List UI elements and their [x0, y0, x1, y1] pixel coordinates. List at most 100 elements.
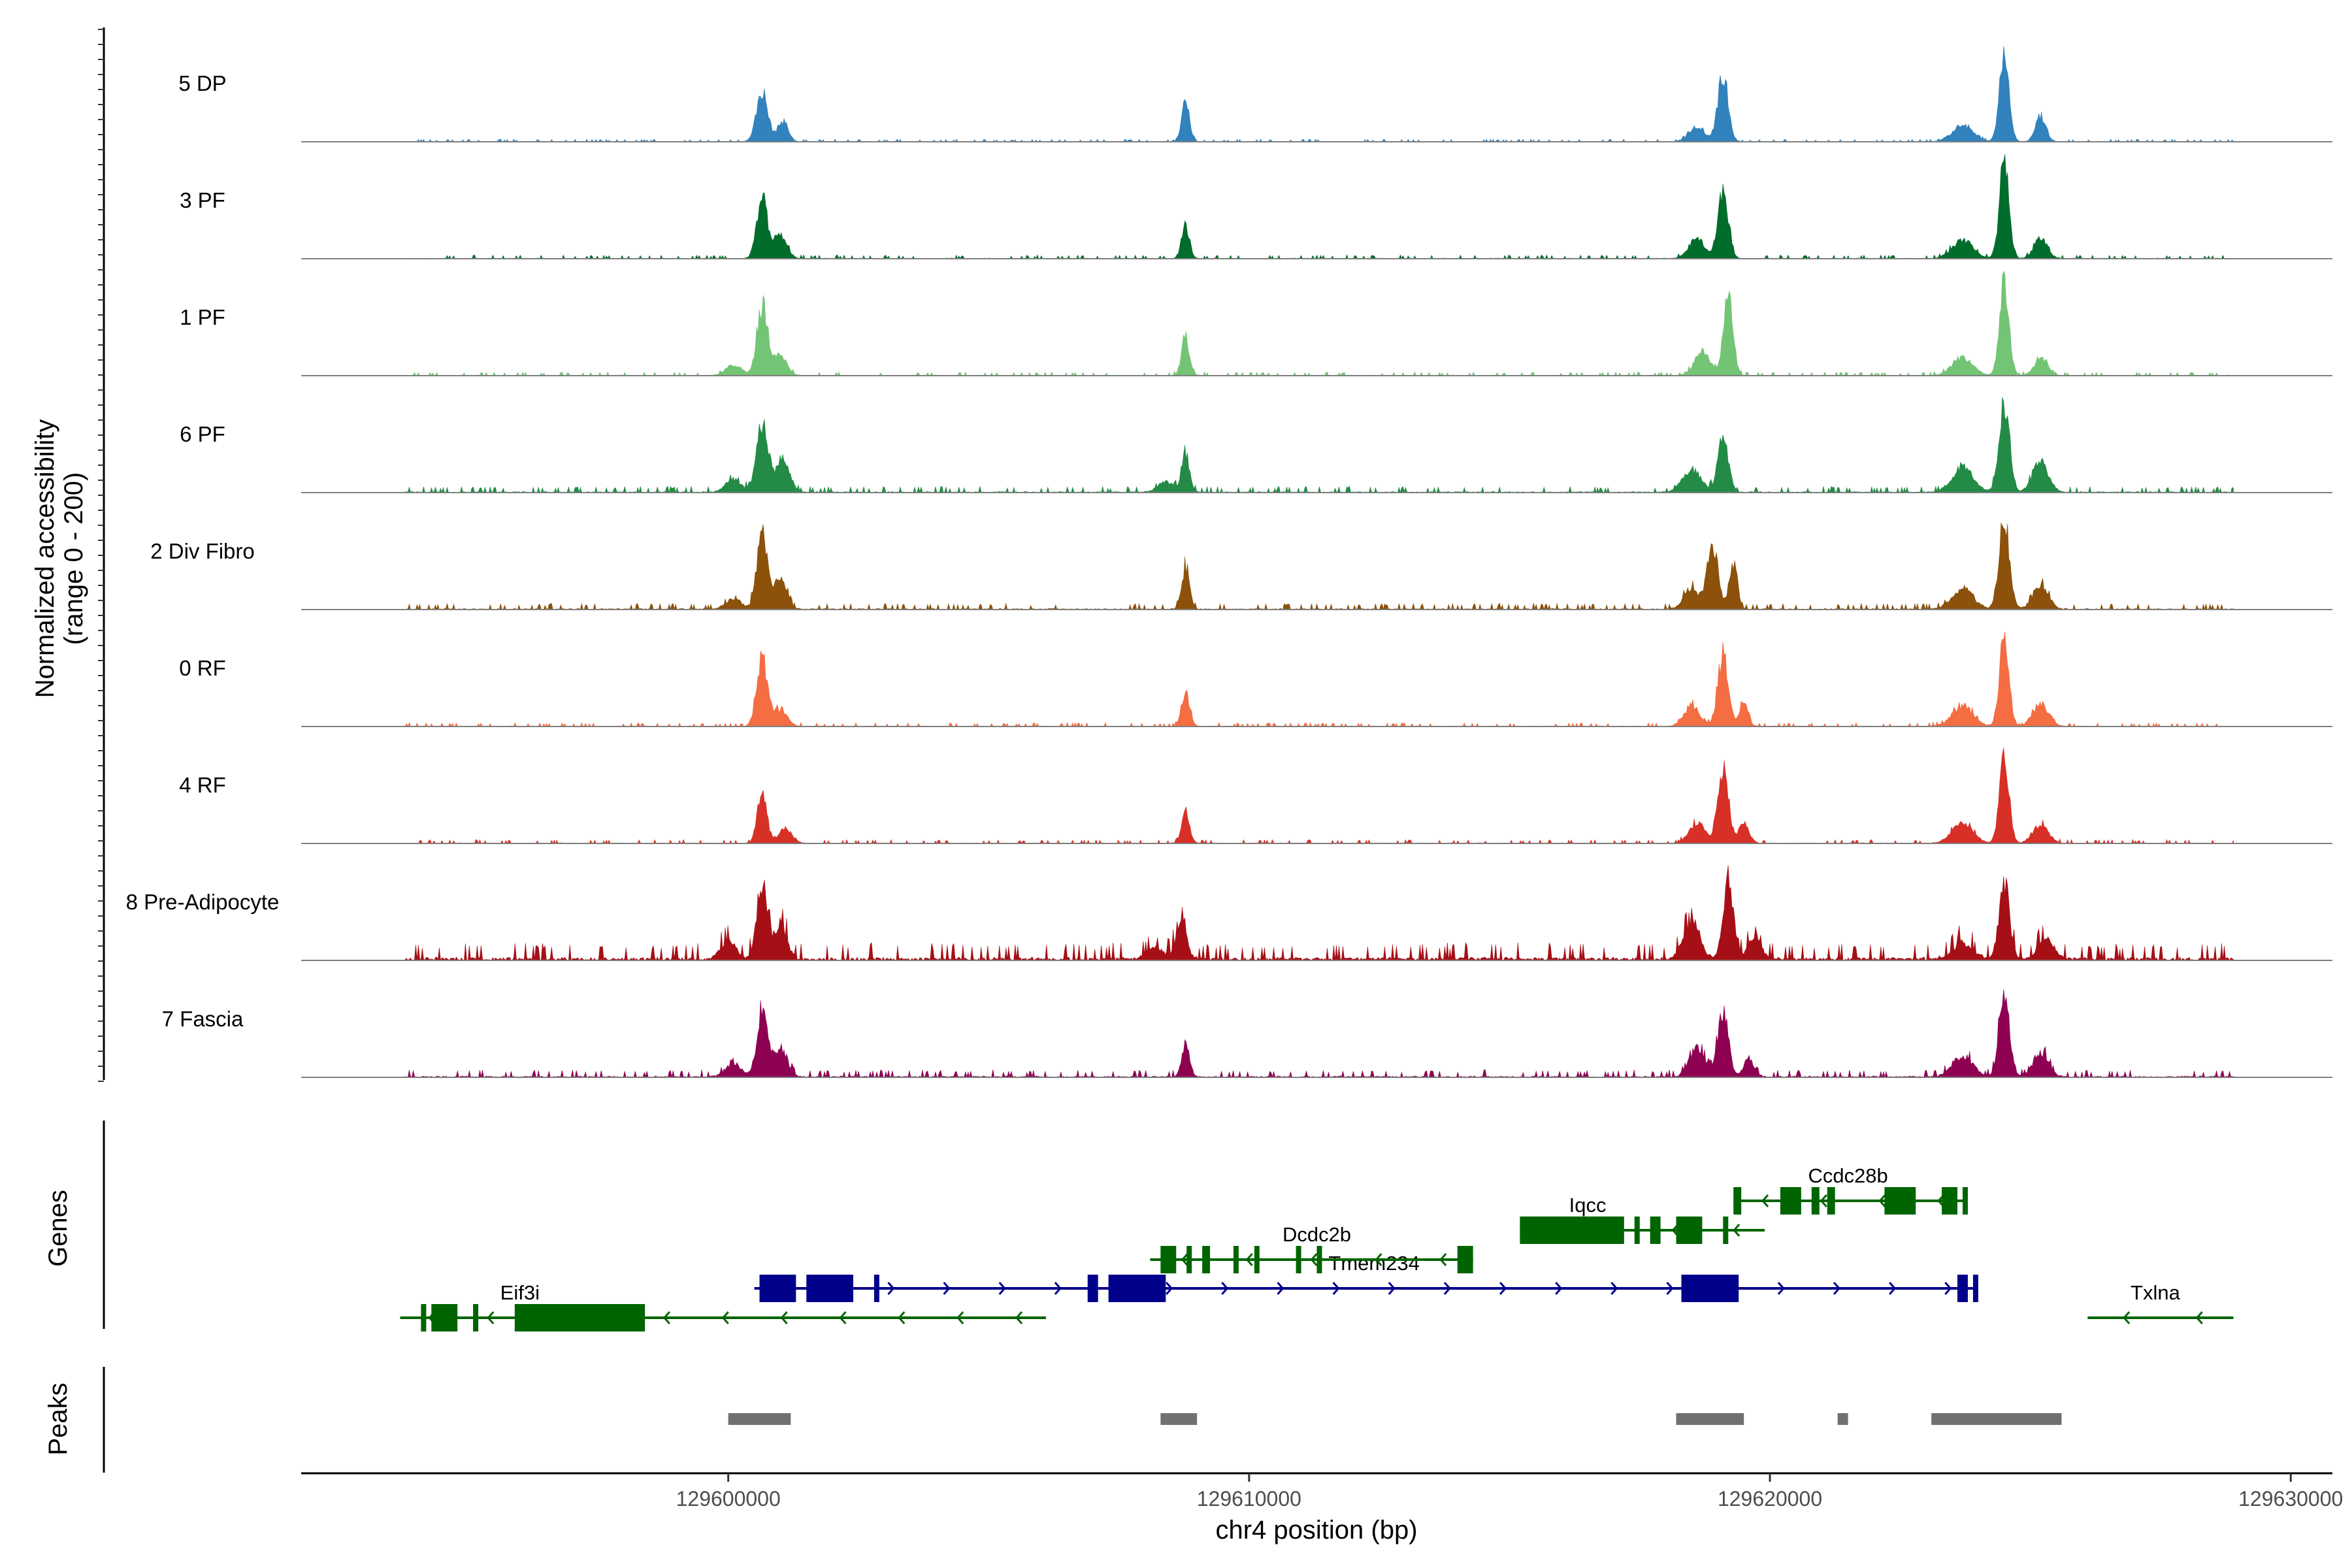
- x-axis-title: chr4 position (bp): [1215, 1516, 1417, 1544]
- track-6-pf: 6 PF: [180, 397, 2332, 493]
- strand-arrow: [943, 1282, 951, 1295]
- peak-bar: [1160, 1413, 1198, 1425]
- coverage-area: [405, 989, 2234, 1078]
- y-axis-title-line2: (range 0 - 200): [59, 472, 88, 645]
- gene-exon: [1457, 1246, 1473, 1273]
- gene-exon: [1316, 1246, 1322, 1273]
- gene-label: Ccdc28b: [1808, 1164, 1887, 1187]
- strand-arrow: [1499, 1282, 1507, 1295]
- gene-exon: [1957, 1275, 1968, 1302]
- coverage-area: [405, 154, 2234, 259]
- track-label: 8 Pre-Adipocyte: [126, 890, 280, 914]
- coverage-y-axis-title: Normalized accessibility (range 0 - 200): [31, 419, 88, 698]
- strand-arrow: [1054, 1282, 1062, 1295]
- track-label: 7 Fascia: [162, 1007, 244, 1031]
- strand-arrow: [1443, 1282, 1451, 1295]
- peak-bar: [1931, 1413, 2062, 1425]
- track-label: 1 PF: [180, 305, 225, 329]
- gene-exon: [1780, 1187, 1801, 1215]
- gene-iqcc: Iqcc: [1520, 1194, 1765, 1244]
- strand-arrow: [780, 1311, 788, 1324]
- strand-arrow: [1833, 1282, 1841, 1295]
- strand-arrow: [1944, 1282, 1952, 1295]
- gene-exon: [1811, 1187, 1820, 1215]
- coverage-area: [405, 270, 2234, 376]
- strand-arrow: [1555, 1282, 1563, 1295]
- gene-exon: [1254, 1246, 1260, 1273]
- gene-exon: [1723, 1217, 1729, 1244]
- strand-arrow: [1439, 1253, 1447, 1266]
- track-label: 3 PF: [180, 188, 225, 212]
- strand-arrow: [1878, 1194, 1886, 1207]
- gene-label: Iqcc: [1569, 1194, 1607, 1217]
- gene-exon: [1202, 1246, 1211, 1273]
- strand-arrow: [898, 1311, 906, 1324]
- strand-arrow: [839, 1311, 847, 1324]
- track-5-dp: 5 DP: [178, 46, 2332, 142]
- gene-exon: [806, 1275, 854, 1302]
- track-2-div-fibro: 2 Div Fibro: [150, 522, 2332, 611]
- y-axis-title-line1: Normalized accessibility: [31, 419, 59, 698]
- strand-arrow: [1761, 1194, 1769, 1207]
- gene-exon: [473, 1304, 479, 1331]
- gene-exon: [421, 1304, 427, 1331]
- coverage-tracks: 5 DP 3 PF 1 PF 6 PF 2 Div Fibro 0 RF 4 RF 8 Pre…: [126, 46, 2332, 1078]
- track-label: 4 RF: [179, 773, 226, 797]
- gene-dcdc2b: Dcdc2b: [1150, 1223, 1473, 1273]
- track-label: 0 RF: [179, 656, 226, 680]
- strand-arrow: [721, 1311, 729, 1324]
- track-label: 2 Div Fibro: [150, 539, 255, 563]
- gene-exon: [1827, 1187, 1835, 1215]
- strand-arrow: [1889, 1282, 1897, 1295]
- gene-exon: [1733, 1187, 1742, 1215]
- track-label: 6 PF: [180, 422, 225, 446]
- strand-arrow: [1221, 1282, 1229, 1295]
- coverage-area: [405, 747, 2234, 844]
- gene-exon: [1972, 1275, 1978, 1302]
- gene-exon: [1520, 1217, 1624, 1244]
- track-4-rf: 4 RF: [179, 747, 2332, 844]
- track-7-fascia: 7 Fascia: [162, 989, 2332, 1078]
- x-tick-label: 129610000: [1197, 1487, 1301, 1511]
- gene-exon: [431, 1304, 458, 1331]
- peak-bar: [1837, 1413, 1848, 1425]
- gene-ccdc28b: Ccdc28b: [1733, 1164, 1968, 1215]
- gene-label: Tmem234: [1328, 1252, 1420, 1275]
- gene-exon: [1681, 1275, 1739, 1302]
- gene-exon: [1296, 1246, 1301, 1273]
- x-tick-label: 129620000: [1718, 1487, 1822, 1511]
- coverage-area: [405, 522, 2234, 611]
- strand-arrow: [956, 1311, 964, 1324]
- coverage-area: [405, 865, 2234, 961]
- coverage-area: [405, 397, 2234, 493]
- gene-exon: [874, 1275, 879, 1302]
- track-3-pf: 3 PF: [180, 154, 2332, 259]
- x-tick-label: 129630000: [2238, 1487, 2343, 1511]
- peak-bar: [728, 1413, 791, 1425]
- strand-arrow: [887, 1282, 895, 1295]
- strand-arrow: [487, 1311, 495, 1324]
- gene-txlna: Txlna: [2087, 1281, 2234, 1324]
- gene-exon: [1186, 1246, 1192, 1273]
- gene-label: Dcdc2b: [1282, 1223, 1351, 1246]
- gene-exon: [1087, 1275, 1098, 1302]
- peak-bar: [1676, 1413, 1744, 1425]
- strand-arrow: [1820, 1194, 1827, 1207]
- strand-arrow: [1277, 1282, 1284, 1295]
- coverage-area: [405, 631, 2234, 727]
- strand-arrow: [2123, 1311, 2131, 1324]
- strand-arrow: [1310, 1253, 1318, 1266]
- gene-label: Eif3i: [500, 1281, 540, 1304]
- strand-arrow: [1388, 1282, 1396, 1295]
- peak-regions: [728, 1413, 2062, 1425]
- gene-exon: [1963, 1187, 1968, 1215]
- gene-eif3i: Eif3i: [400, 1281, 1046, 1331]
- strand-arrow: [1166, 1282, 1173, 1295]
- gene-exon: [1676, 1217, 1703, 1244]
- strand-arrow: [1015, 1311, 1023, 1324]
- x-axis-ticks: 129600000 129610000 129620000 129630000: [676, 1473, 2343, 1511]
- strand-arrow: [1733, 1224, 1740, 1237]
- peaks-panel-title: Peaks: [44, 1382, 73, 1455]
- strand-arrow: [2195, 1311, 2203, 1324]
- gene-exon: [1108, 1275, 1166, 1302]
